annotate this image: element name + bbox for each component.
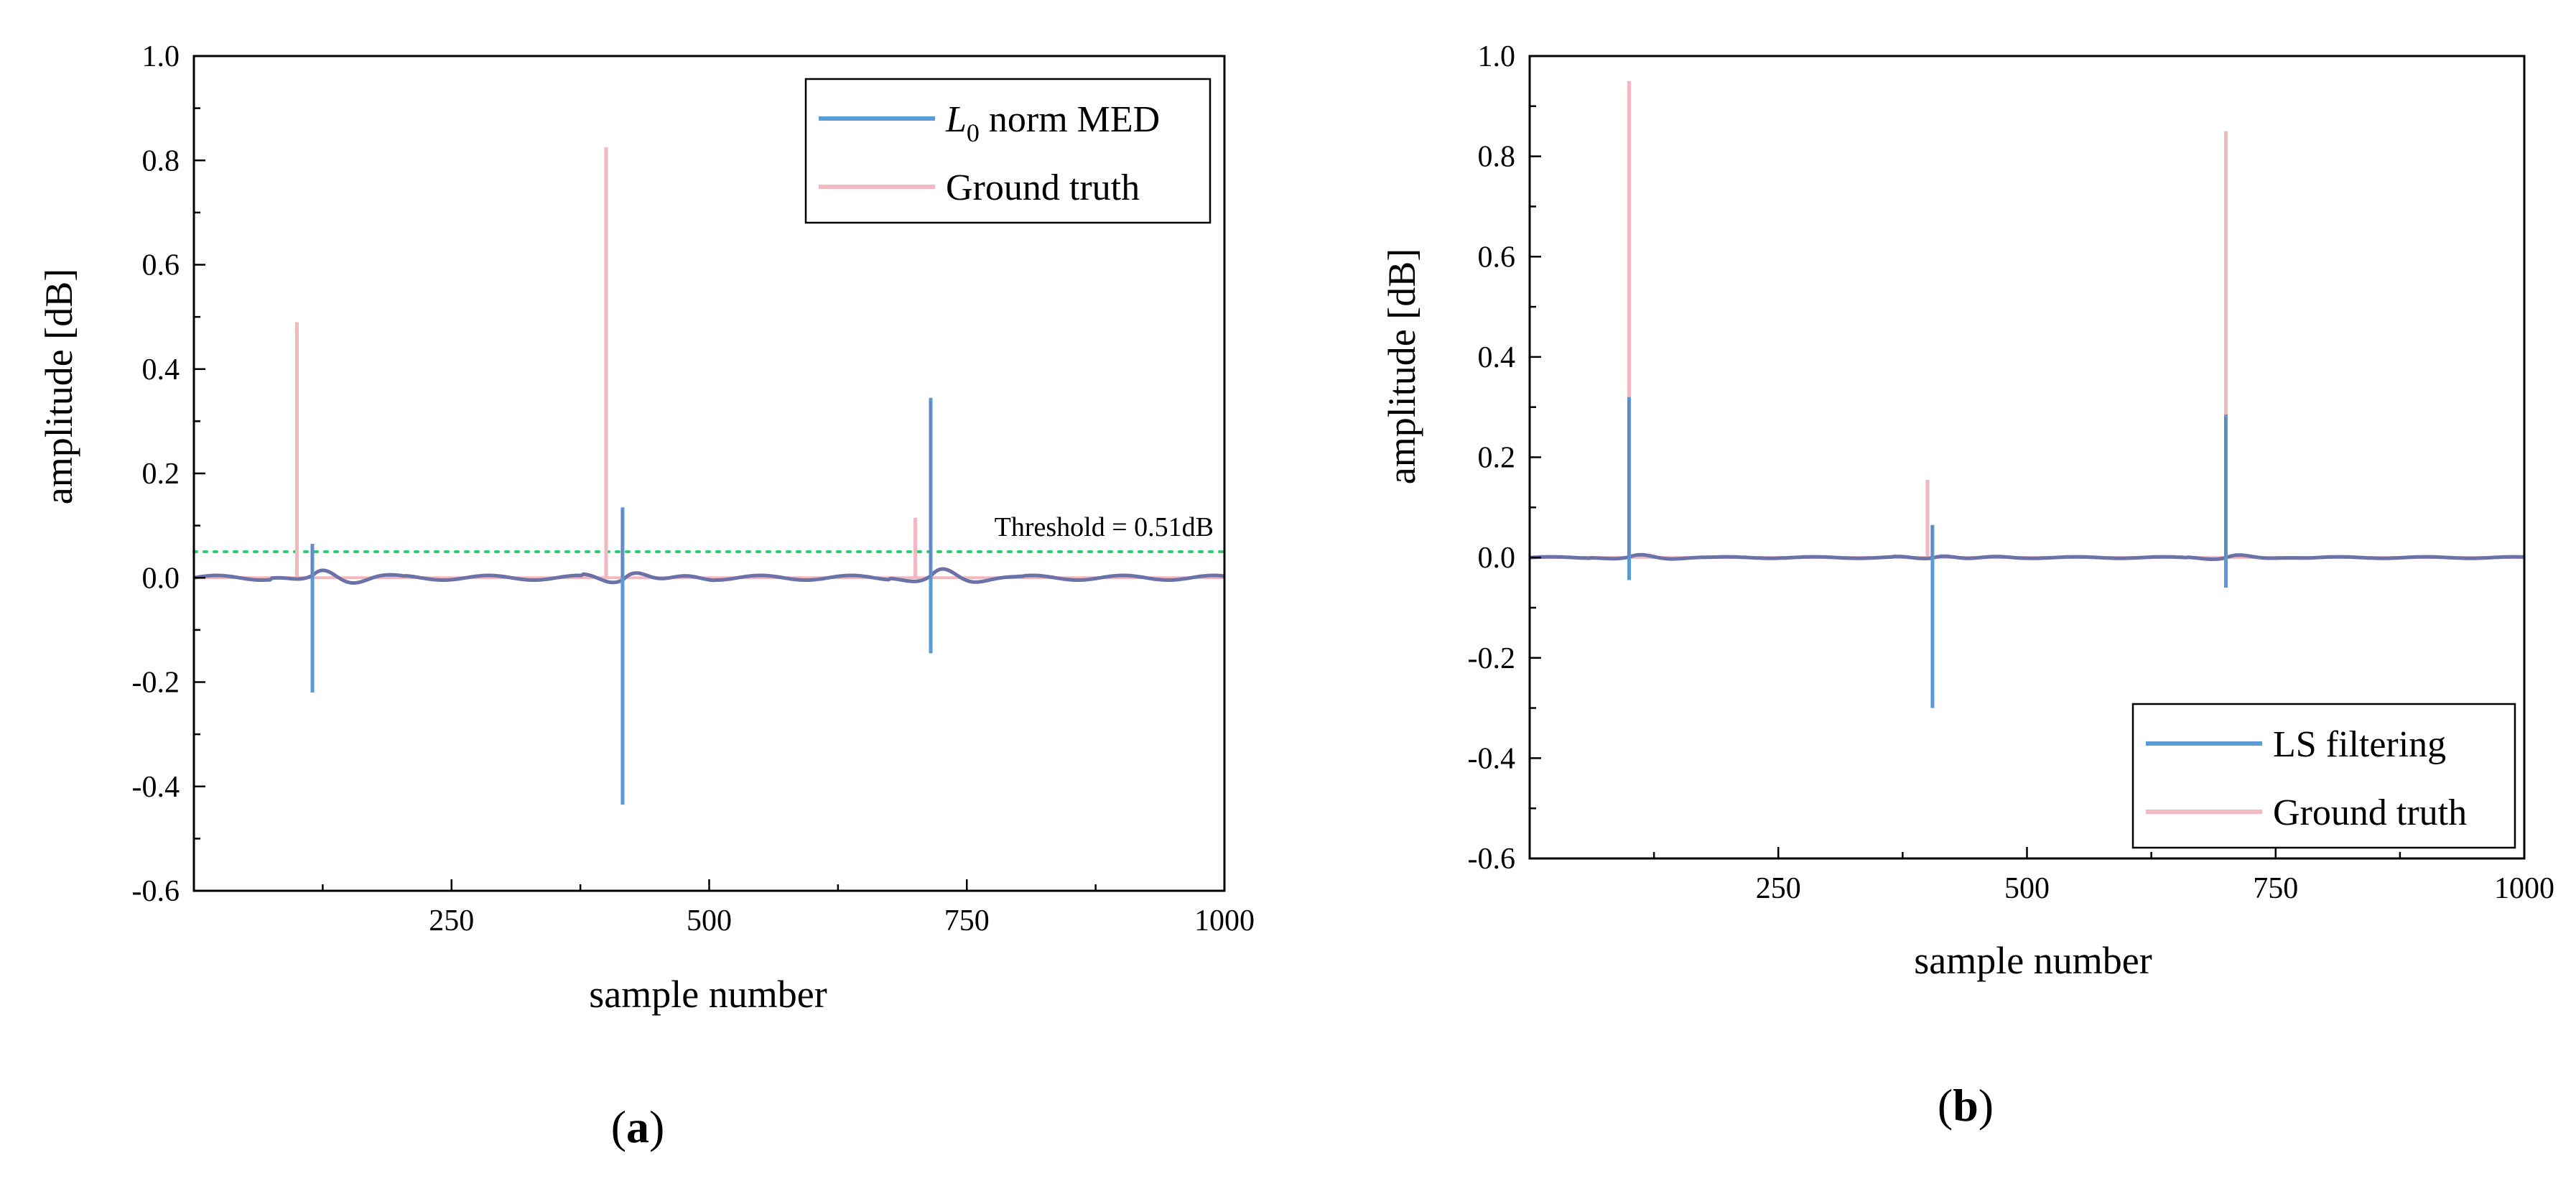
panel-b-y-tick-label: 0.8 xyxy=(1478,141,1516,174)
panel-a-y-tick-label: -0.4 xyxy=(132,771,180,804)
panel-a-legend-box xyxy=(804,78,1212,224)
panel-a-y-tick-label: 0.2 xyxy=(142,458,180,491)
panel-a-plot-area: Threshold = 0.51dB xyxy=(192,147,1226,805)
panel-a-y-tick-label: -0.2 xyxy=(132,667,180,700)
panel-a-filtered-signal xyxy=(193,567,1225,585)
panel-a-axes: -0.6 -0.4 -0.2 0.0 0.2 0.4 0.6 0.8 1.0 250 500 750 1… xyxy=(132,40,1255,937)
panel-a-y-tick-label: -0.6 xyxy=(132,875,180,908)
panel-b-x-tick-label: 1000 xyxy=(2494,872,2554,905)
panel-b-legend: LS filtering Ground truth xyxy=(2131,703,2516,849)
panel-a-y-tick-label: 0.0 xyxy=(142,562,180,595)
panel-a-caption: (a) xyxy=(611,1101,665,1152)
panel-a-x-tick-label: 250 xyxy=(429,904,474,937)
panel-b-y-tick-label: 0.0 xyxy=(1478,542,1516,575)
panel-b-legend-label-2: Ground truth xyxy=(2273,792,2467,833)
panel-b-plot-area xyxy=(1529,80,2525,708)
panel-a-x-tick-label: 500 xyxy=(687,904,732,937)
panel-a-legend-label-1: L0 norm MED xyxy=(945,99,1160,147)
panel-b-y-tick-label: 1.0 xyxy=(1478,40,1516,73)
panel-a-threshold-label: Threshold = 0.51dB xyxy=(995,512,1214,542)
panel-b-y-tick-label: 0.4 xyxy=(1478,341,1516,374)
panel-b-y-axis-title: amplitude [dB] xyxy=(1380,249,1423,484)
panel-b-legend-label-1: LS filtering xyxy=(2273,724,2446,765)
panel-a-x-axis-title: sample number xyxy=(589,973,827,1016)
panel-b-legend-box xyxy=(2131,703,2516,849)
panel-b-x-tick-label: 500 xyxy=(2004,872,2050,905)
panel-a-x-tick-label: 1000 xyxy=(1194,904,1255,937)
panel-b-axes: -0.6 -0.4 -0.2 0.0 0.2 0.4 0.6 0.8 1.0 250 500 750 1… xyxy=(1468,40,2555,905)
panel-a-y-tick-label: 0.6 xyxy=(142,249,180,282)
panel-b-y-tick-label: 0.2 xyxy=(1478,442,1516,475)
panel-b-chart: -0.6 -0.4 -0.2 0.0 0.2 0.4 0.6 0.8 1.0 250 500 750 1… xyxy=(1380,40,2554,1131)
panel-b-x-axis-title: sample number xyxy=(1914,939,2152,982)
panel-a-x-tick-label: 750 xyxy=(944,904,990,937)
panel-b-x-tick-label: 750 xyxy=(2253,872,2298,905)
panel-b-y-tick-label: 0.6 xyxy=(1478,241,1516,274)
panel-a-chart: Threshold = 0.51dB -0.6 -0.4 -0.2 0.0 0.2 0.4… xyxy=(37,40,1255,1152)
panel-b-caption: (b) xyxy=(1938,1080,1994,1131)
panel-b-filtered-signal xyxy=(1529,552,2525,561)
panel-a-y-tick-label: 1.0 xyxy=(142,40,180,73)
panel-a-y-axis-title: amplitude [dB] xyxy=(37,269,80,504)
panel-b-x-tick-label: 250 xyxy=(1756,872,1801,905)
panel-b-y-tick-label: -0.2 xyxy=(1468,642,1516,675)
panel-a-y-tick-label: 0.8 xyxy=(142,144,180,177)
panel-b-y-tick-label: -0.6 xyxy=(1468,843,1516,876)
panel-b-y-tick-label: -0.4 xyxy=(1468,742,1516,775)
panel-a-y-tick-label: 0.4 xyxy=(142,353,180,386)
panel-a-legend: L0 norm MED Ground truth xyxy=(804,78,1212,224)
panel-a-legend-label-2: Ground truth xyxy=(946,167,1140,208)
